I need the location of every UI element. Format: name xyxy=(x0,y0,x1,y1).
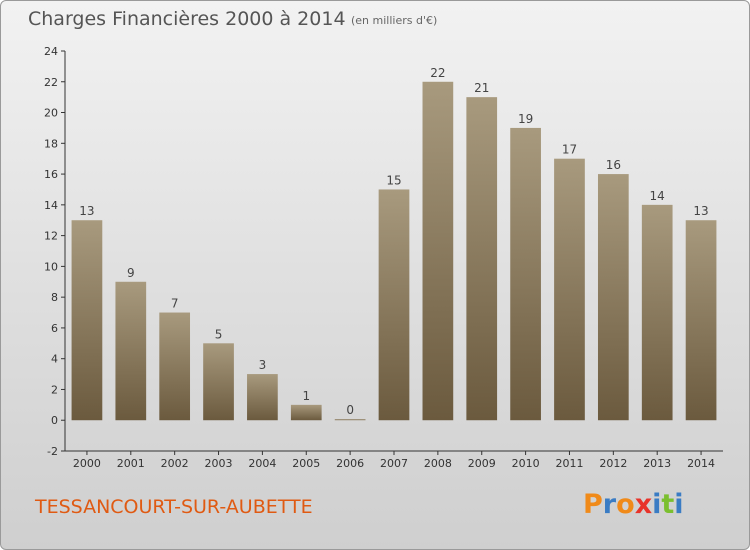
x-tick-label: 2000 xyxy=(73,457,101,470)
bar xyxy=(247,374,278,421)
y-tick-label: 0 xyxy=(51,414,58,427)
x-tick-label: 2009 xyxy=(468,457,496,470)
bar-value-label: 15 xyxy=(386,173,401,187)
logo-letter: P xyxy=(583,489,603,520)
y-tick-label: -2 xyxy=(47,445,58,458)
bar-value-label: 9 xyxy=(127,266,135,280)
y-tick-label: 18 xyxy=(44,137,58,150)
y-tick-label: 6 xyxy=(51,322,58,335)
logo-letter: t xyxy=(661,489,675,520)
bar-value-label: 1 xyxy=(302,389,310,403)
bar xyxy=(422,81,454,421)
bar-value-label: 13 xyxy=(693,204,708,218)
proxiti-logo: Proxiti xyxy=(583,489,684,520)
bar xyxy=(554,158,585,421)
y-tick-label: 8 xyxy=(51,291,58,304)
x-tick-label: 2008 xyxy=(424,457,452,470)
bar xyxy=(641,204,673,421)
bar xyxy=(71,220,103,421)
y-tick-label: 14 xyxy=(44,199,58,212)
bar-value-label: 22 xyxy=(430,66,445,80)
x-tick-label: 2003 xyxy=(205,457,233,470)
y-tick-label: 4 xyxy=(51,353,58,366)
logo-letter: i xyxy=(674,489,684,520)
bar xyxy=(203,343,234,421)
x-tick-label: 2005 xyxy=(292,457,320,470)
chart-title: Charges Financières 2000 à 2014 xyxy=(28,8,346,30)
y-tick-label: 10 xyxy=(44,260,58,273)
bar xyxy=(290,404,322,421)
logo-letter: o xyxy=(616,489,635,520)
bar-value-label: 21 xyxy=(474,81,489,95)
x-tick-label: 2010 xyxy=(512,457,540,470)
x-tick-label: 2011 xyxy=(555,457,583,470)
y-tick-label: 16 xyxy=(44,168,58,181)
bar-value-label: 14 xyxy=(650,189,665,203)
x-tick-label: 2006 xyxy=(336,457,364,470)
logo-letter: r xyxy=(602,489,617,520)
logo-letter: x xyxy=(634,489,653,520)
x-tick-label: 2013 xyxy=(643,457,671,470)
bar-value-label: 7 xyxy=(171,297,179,311)
bar xyxy=(115,281,147,421)
bar xyxy=(685,220,717,421)
bar xyxy=(334,419,366,421)
y-tick-label: 20 xyxy=(44,107,58,120)
x-tick-label: 2012 xyxy=(599,457,627,470)
x-tick-label: 2014 xyxy=(687,457,715,470)
logo-letter: i xyxy=(652,489,662,520)
x-tick-label: 2007 xyxy=(380,457,408,470)
bar-value-label: 5 xyxy=(215,327,223,341)
x-tick-label: 2002 xyxy=(161,457,189,470)
bar xyxy=(510,127,541,421)
x-tick-label: 2004 xyxy=(248,457,276,470)
bar-value-label: 17 xyxy=(562,143,577,157)
y-tick-label: 12 xyxy=(44,230,58,243)
bar-value-label: 19 xyxy=(518,112,533,126)
bar xyxy=(159,312,191,421)
y-tick-label: 2 xyxy=(51,383,58,396)
bar-value-label: 3 xyxy=(259,358,267,372)
bar-value-label: 13 xyxy=(79,204,94,218)
bar-value-label: 0 xyxy=(346,403,354,417)
bar xyxy=(597,174,629,421)
y-tick-label: 22 xyxy=(44,76,58,89)
commune-name: TESSANCOURT-SUR-AUBETTE xyxy=(35,496,313,518)
bar-value-label: 16 xyxy=(606,158,621,172)
bar xyxy=(378,189,410,421)
bar xyxy=(466,97,498,421)
chart-unit-label: (en milliers d'€) xyxy=(351,14,438,27)
y-tick-label: 24 xyxy=(44,45,58,58)
x-tick-label: 2001 xyxy=(117,457,145,470)
